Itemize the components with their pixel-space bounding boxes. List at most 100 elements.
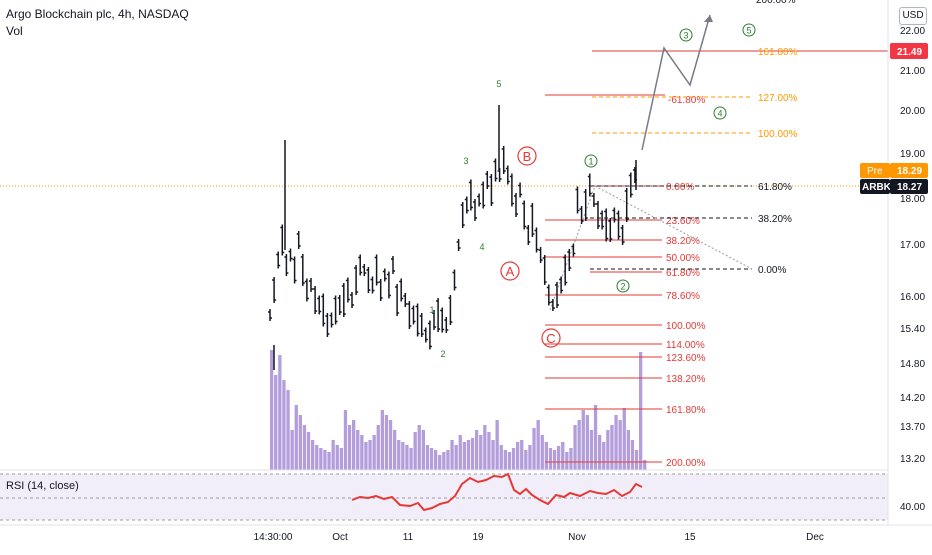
volume-bar [643, 460, 647, 470]
volume-bar [446, 450, 450, 470]
time-axis[interactable]: 14:30:00 Oct 11 19 Nov 15 Dec [0, 524, 932, 543]
fib-level-label: 127.00% [758, 93, 798, 104]
fib-level-label: 100.00% [758, 129, 798, 140]
wave-label: 1 [429, 305, 434, 315]
wave-labels: 5 3 4 1 2 B A C 1 2 3 4 5 [429, 23, 756, 359]
wave-label: 3 [683, 31, 688, 41]
fib-level-label: 61.80% [666, 268, 700, 279]
volume-bar [442, 452, 446, 470]
alert-price-badge [890, 43, 928, 59]
wave-label: B [523, 149, 532, 164]
volume-bar [409, 448, 413, 470]
rsi-axis-tick: 40.00 [900, 502, 925, 513]
volume-bar [516, 442, 520, 470]
fib-level-label: 123.60% [666, 353, 706, 364]
volume-bar [475, 430, 479, 470]
volume-bar [618, 420, 622, 470]
volume-bar [323, 450, 327, 470]
symbol-title[interactable]: Argo Blockchain plc, 4h, NASDAQ [6, 7, 189, 21]
volume-bar [458, 435, 462, 470]
volume-bar [282, 380, 286, 470]
retracement-label: 38.20% [758, 214, 792, 225]
pre-price-label: 18.29 [897, 166, 922, 177]
wave-label: 5 [746, 26, 751, 36]
volume-bar [573, 425, 577, 470]
volume-bar [425, 445, 430, 470]
volume-bar [470, 438, 475, 470]
ohlc-bars [268, 105, 637, 370]
alert-price-label: 21.49 [897, 47, 922, 58]
volume-bar [429, 448, 434, 470]
volume-bar [364, 442, 368, 470]
volume-bar [311, 440, 315, 470]
retracement-label: 61.80% [758, 182, 792, 193]
volume-bar [339, 448, 343, 470]
price-tick-label: 13.20 [900, 454, 925, 465]
fib-level-label: 138.20% [666, 374, 706, 385]
volume-bar [524, 450, 528, 470]
volume-bar [434, 450, 438, 470]
volume-bar [397, 440, 401, 470]
volume-bar [380, 410, 384, 470]
volume-bar [577, 420, 581, 470]
wave-circle [616, 279, 630, 293]
volume-bar [483, 425, 487, 470]
time-tick-label: 19 [472, 532, 484, 543]
volume-bar [626, 430, 630, 470]
fib-level-label: 100.00% [666, 321, 706, 332]
fib-level-label: 161.80% [758, 47, 798, 58]
fib-level-label: 200.00% [666, 458, 706, 469]
last-price-label: 18.27 [897, 182, 922, 193]
wave-circle [679, 28, 693, 42]
currency-button[interactable]: USD [899, 7, 927, 25]
pre-price-badge [890, 163, 928, 178]
volume-bar [401, 442, 405, 470]
volume-bar [450, 440, 454, 470]
time-tick-label: Oct [332, 532, 348, 543]
volume-bar [421, 430, 425, 470]
volume-bar [466, 440, 471, 470]
volume-bar [511, 448, 516, 470]
time-tick-label: Dec [806, 532, 824, 543]
volume-bar [454, 445, 458, 470]
volume-bar [532, 428, 536, 470]
volume-bar [302, 425, 307, 470]
volume-bar [274, 375, 278, 470]
volume-bar [606, 430, 610, 470]
volume-bar [585, 415, 589, 470]
volume-bar [286, 390, 290, 470]
price-tick-label: 20.00 [900, 106, 925, 117]
fib-level-label: 38.20% [666, 236, 700, 247]
fib-drawings[interactable]: 0.00%23.60%38.20%50.00%61.80%78.60%100.0… [0, 14, 888, 469]
price-tick-label: 17.00 [900, 240, 925, 251]
volume-bar [552, 450, 557, 470]
fib-level-label: 0.00% [666, 182, 694, 193]
price-axis[interactable]: 22.00 21.00 20.00 19.00 18.00 17.00 16.00 15.40… [0, 0, 928, 525]
volume-bar [347, 425, 352, 470]
wave-label: 4 [717, 109, 722, 119]
wave-label: A [506, 264, 515, 279]
time-tick-label: 15 [684, 532, 696, 543]
fib-level-label: 50.00% [666, 253, 700, 264]
volume-bar [569, 448, 573, 470]
volume-indicator-label[interactable]: Vol [6, 24, 23, 38]
volume-bar [503, 450, 507, 470]
volume-bar [622, 408, 626, 470]
price-tick-label: 21.00 [900, 66, 925, 77]
last-price-badge [890, 179, 928, 194]
wave-label: 2 [620, 282, 625, 292]
volume-bar [520, 440, 524, 470]
volume-bar [593, 405, 598, 470]
volume-bar [438, 455, 442, 470]
volume-bar [388, 420, 393, 470]
pre-label: Pre [867, 166, 883, 177]
rsi-band [0, 474, 888, 520]
legend: Argo Blockchain plc, 4h, NASDAQ Vol [6, 6, 189, 40]
rsi-indicator-label[interactable]: RSI (14, close) [6, 480, 79, 492]
pre-badge [860, 163, 890, 178]
fib-level-label: 114.00% [666, 340, 705, 351]
rsi-line [351, 472, 643, 512]
time-tick-label: 11 [403, 532, 414, 543]
volume-bar [491, 440, 495, 470]
